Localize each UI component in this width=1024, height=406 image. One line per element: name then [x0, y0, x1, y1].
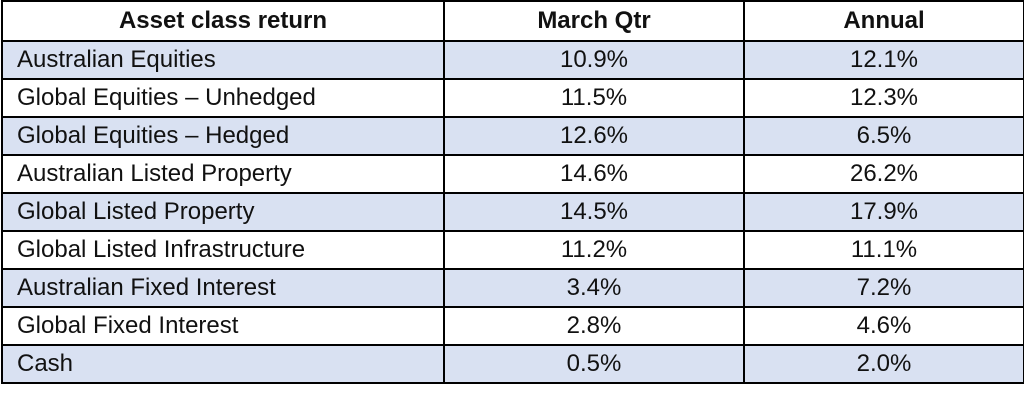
- march-qtr-cell: 11.2%: [443, 230, 745, 270]
- march-qtr-cell: 0.5%: [443, 344, 745, 384]
- asset-class-cell: Cash: [1, 344, 445, 384]
- asset-class-cell: Global Fixed Interest: [1, 306, 445, 346]
- annual-cell: 17.9%: [743, 192, 1024, 232]
- table-row: Australian Fixed Interest 3.4% 7.2%: [1, 268, 1024, 308]
- asset-class-cell: Australian Fixed Interest: [1, 268, 445, 308]
- march-qtr-cell: 10.9%: [443, 40, 745, 80]
- annual-cell: 6.5%: [743, 116, 1024, 156]
- header-march-qtr: March Qtr: [443, 0, 745, 42]
- table-row: Australian Equities 10.9% 12.1%: [1, 40, 1024, 80]
- march-qtr-cell: 3.4%: [443, 268, 745, 308]
- asset-class-cell: Global Listed Property: [1, 192, 445, 232]
- march-qtr-cell: 2.8%: [443, 306, 745, 346]
- asset-class-cell: Australian Listed Property: [1, 154, 445, 194]
- march-qtr-cell: 12.6%: [443, 116, 745, 156]
- march-qtr-cell: 14.6%: [443, 154, 745, 194]
- march-qtr-cell: 11.5%: [443, 78, 745, 118]
- table-row: Global Equities – Hedged 12.6% 6.5%: [1, 116, 1024, 156]
- annual-cell: 11.1%: [743, 230, 1024, 270]
- annual-cell: 26.2%: [743, 154, 1024, 194]
- header-asset-class: Asset class return: [1, 0, 445, 42]
- asset-class-returns-table: Asset class return March Qtr Annual Aust…: [1, 0, 1024, 384]
- table-header-row: Asset class return March Qtr Annual: [1, 0, 1024, 42]
- annual-cell: 2.0%: [743, 344, 1024, 384]
- header-annual: Annual: [743, 0, 1024, 42]
- asset-class-cell: Global Listed Infrastructure: [1, 230, 445, 270]
- asset-class-cell: Global Equities – Unhedged: [1, 78, 445, 118]
- table-row: Australian Listed Property 14.6% 26.2%: [1, 154, 1024, 194]
- table-row: Global Listed Infrastructure 11.2% 11.1%: [1, 230, 1024, 270]
- table-row: Global Fixed Interest 2.8% 4.6%: [1, 306, 1024, 346]
- annual-cell: 12.1%: [743, 40, 1024, 80]
- march-qtr-cell: 14.5%: [443, 192, 745, 232]
- annual-cell: 12.3%: [743, 78, 1024, 118]
- annual-cell: 4.6%: [743, 306, 1024, 346]
- annual-cell: 7.2%: [743, 268, 1024, 308]
- asset-class-cell: Australian Equities: [1, 40, 445, 80]
- table-row: Global Listed Property 14.5% 17.9%: [1, 192, 1024, 232]
- table-row: Global Equities – Unhedged 11.5% 12.3%: [1, 78, 1024, 118]
- asset-class-cell: Global Equities – Hedged: [1, 116, 445, 156]
- table-row: Cash 0.5% 2.0%: [1, 344, 1024, 384]
